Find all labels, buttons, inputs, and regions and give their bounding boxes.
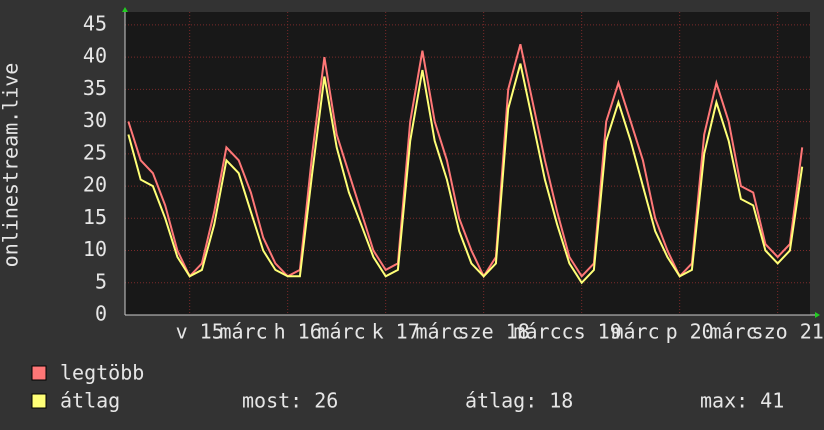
y-tick-label: 15 [83, 205, 107, 229]
stat-value: 18 [549, 389, 573, 413]
series-line [127, 63, 804, 285]
legend-label: legtöbb [60, 361, 144, 385]
stat-label: átlag: [465, 389, 537, 413]
x-tick-label: p 20 [666, 320, 714, 344]
month-label: márc [219, 320, 267, 344]
y-tick-label: 10 [83, 237, 107, 261]
stat-label: most: [242, 389, 302, 413]
stat-value: 41 [760, 389, 784, 413]
plot [127, 43, 804, 285]
y-tick-label: 40 [83, 44, 107, 68]
series-line [127, 43, 804, 279]
x-tick-label: cs 19 [562, 320, 622, 344]
y-arrow [122, 7, 128, 12]
legend-label: átlag [60, 389, 120, 413]
grid: 0 5 10 15 20 25 30 35 40 45 v 15 h 16 k 17 sze 18 cs 1… [83, 11, 824, 343]
month-label: márc [317, 320, 365, 344]
x-tick-label: k 17 [372, 320, 420, 344]
stat-label: max: [700, 389, 748, 413]
y-axis-title: onlinestream.live [0, 63, 23, 268]
x-arrow [815, 312, 820, 318]
month-label: márc [611, 320, 659, 344]
y-tick-label: 45 [83, 11, 107, 35]
month-label: márc [415, 320, 463, 344]
month-label: márc [513, 320, 561, 344]
x-tick-label: h 16 [274, 320, 322, 344]
legend-swatch [31, 365, 47, 381]
x-tick-label: v 15 [176, 320, 224, 344]
y-tick-label: 5 [95, 269, 107, 293]
legend: legtöbb átlag most: 26 átlag: 18 max: 41 [31, 361, 784, 413]
legend-swatch [31, 393, 47, 409]
y-tick-label: 35 [83, 76, 107, 100]
x-tick-label: sze 18 [458, 320, 530, 344]
stat-value: 26 [314, 389, 338, 413]
y-tick-label: 25 [83, 140, 107, 164]
y-tick-label: 20 [83, 173, 107, 197]
month-label: márc [709, 320, 757, 344]
y-tick-label: 30 [83, 108, 107, 132]
y-tick-label: 0 [95, 302, 107, 326]
x-tick-label: szo 21 [752, 320, 824, 344]
